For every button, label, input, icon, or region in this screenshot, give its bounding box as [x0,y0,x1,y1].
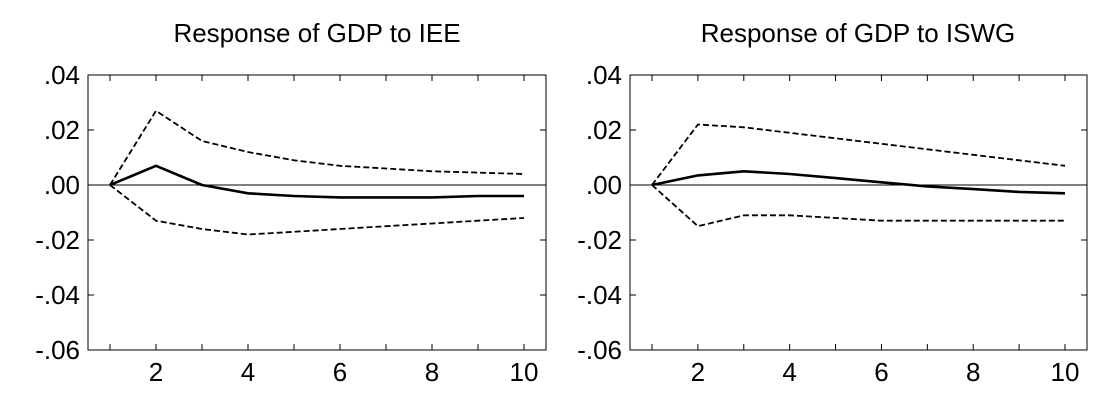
y-tick-label: -.02 [577,225,622,255]
y-tick-label: -.04 [35,280,80,310]
response-line [109,164,524,199]
y-tick-label: .04 [44,60,80,90]
x-tick-label: 6 [333,357,347,387]
irf-chart-iee: Response of GDP to IEE .04 .02 .00 -.02 -.04 -… [35,18,547,387]
x-tick-label: 6 [874,357,888,387]
y-tick-label: -.06 [577,335,622,365]
x-tick-label: 4 [782,357,796,387]
x-tick-label: 8 [425,357,439,387]
plot-frame [629,74,1088,351]
y-tick-label: -.02 [35,225,80,255]
x-tick-label: 10 [510,357,539,387]
lower-band-line [651,184,1065,228]
upper-band-line [109,109,525,186]
y-tick-label: .02 [44,115,80,145]
y-tick-label: .00 [44,170,80,200]
x-tick-label: 2 [691,357,705,387]
plot-frame [87,74,547,351]
lower-band-line [109,184,525,236]
chart-panel-gdp-iee: Response of GDP to IEE .04 .02 .00 -.02 -.04 -… [0,0,549,400]
x-tick-label: 8 [966,357,980,387]
y-tick-label: -.06 [35,335,80,365]
x-tick-label: 2 [149,357,163,387]
y-tick-label: .00 [586,170,622,200]
chart-title: Response of GDP to ISWG [701,18,1016,48]
chart-panel-gdp-iswg: Response of GDP to ISWG .04 .02 .00 -.02 -.04… [549,0,1098,400]
response-line [651,170,1066,195]
upper-band-line [651,123,1066,186]
x-tick-label: 10 [1051,357,1080,387]
irf-chart-iswg: Response of GDP to ISWG .04 .02 .00 -.02 -.04… [577,18,1088,387]
y-tick-label: .04 [586,60,622,90]
x-tick-label: 4 [241,357,255,387]
y-tick-label: -.04 [577,280,622,310]
y-tick-label: .02 [586,115,622,145]
chart-title: Response of GDP to IEE [173,18,460,48]
